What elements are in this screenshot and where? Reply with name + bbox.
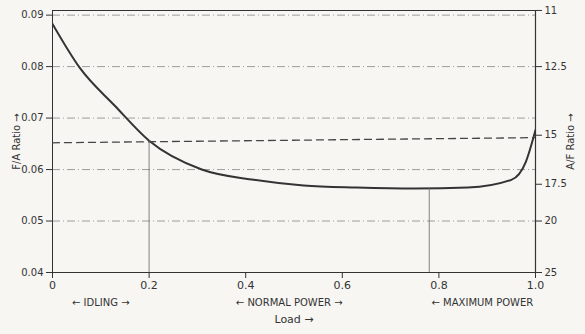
svg-text:12.5: 12.5: [545, 61, 567, 72]
svg-text:0.09: 0.09: [21, 9, 43, 20]
svg-text:20: 20: [545, 215, 558, 226]
svg-text:15: 15: [545, 129, 558, 140]
svg-text:0.6: 0.6: [334, 279, 352, 292]
svg-text:← MAXIMUM POWER: ← MAXIMUM POWER: [432, 297, 534, 308]
svg-text:0.04: 0.04: [21, 267, 43, 278]
svg-text:Load →: Load →: [274, 313, 313, 326]
svg-text:0.2: 0.2: [140, 279, 158, 292]
svg-text:F/A Ratio →: F/A Ratio →: [11, 113, 22, 169]
svg-text:0.8: 0.8: [430, 279, 448, 292]
svg-text:0.4: 0.4: [237, 279, 255, 292]
svg-text:17.5: 17.5: [545, 178, 567, 189]
svg-text:0.05: 0.05: [21, 215, 43, 226]
svg-text:A/F Ratio →: A/F Ratio →: [565, 113, 576, 169]
svg-text:0.07: 0.07: [21, 112, 43, 123]
svg-text:← IDLING →: ← IDLING →: [72, 297, 130, 308]
svg-text:1.0: 1.0: [527, 279, 545, 292]
svg-text:11: 11: [545, 5, 558, 16]
svg-text:0: 0: [49, 279, 56, 292]
svg-text:0.06: 0.06: [21, 164, 43, 175]
svg-text:0.08: 0.08: [21, 61, 43, 72]
svg-text:25: 25: [545, 267, 558, 278]
svg-text:← NORMAL POWER →: ← NORMAL POWER →: [236, 297, 343, 308]
